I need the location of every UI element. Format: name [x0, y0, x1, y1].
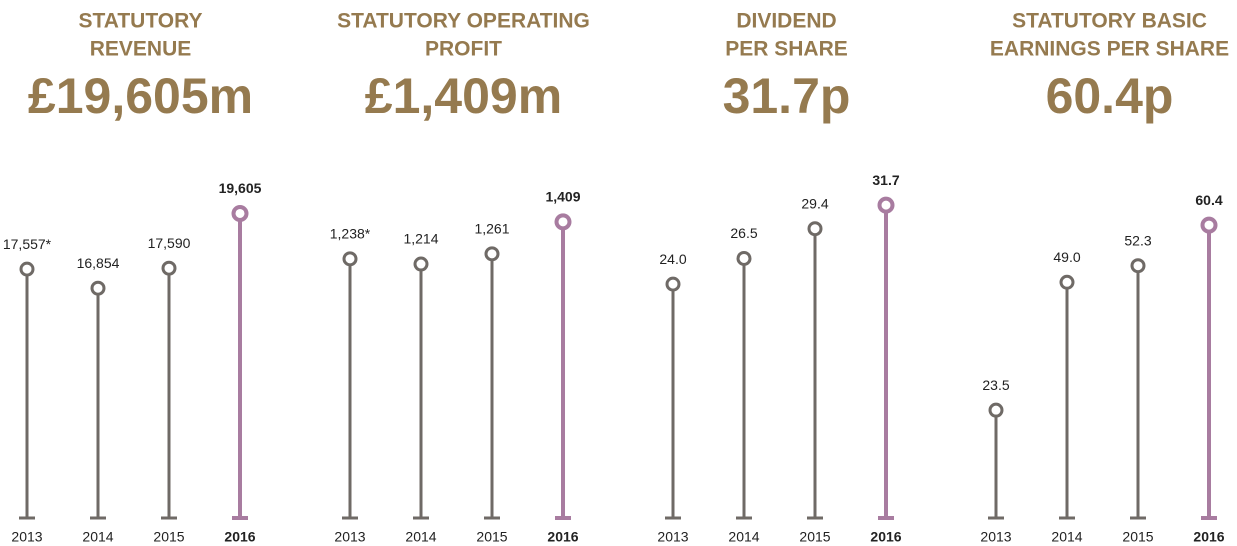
lollipop-head — [1200, 216, 1218, 234]
chart-title: REVENUE — [90, 38, 192, 61]
value-label: 1,238* — [330, 226, 371, 242]
lollipop-head — [877, 196, 895, 214]
value-label: 26.5 — [730, 225, 757, 241]
value-label: 19,605 — [219, 180, 262, 196]
x-tick-label: 2016 — [547, 529, 578, 545]
chart-title: STATUTORY OPERATING — [337, 10, 590, 33]
value-label: 24.0 — [659, 251, 686, 267]
value-label: 29.4 — [801, 195, 828, 211]
value-label: 17,590 — [148, 235, 191, 251]
chart-title: EARNINGS PER SHARE — [990, 38, 1229, 61]
x-tick-label: 2013 — [11, 529, 42, 545]
value-label: 31.7 — [872, 172, 899, 188]
lollipop-head — [161, 260, 177, 276]
chart-title: DIVIDEND — [736, 10, 836, 33]
x-tick-label: 2015 — [476, 529, 507, 545]
headline-value: £1,409m — [365, 68, 562, 124]
value-label: 1,261 — [474, 221, 509, 237]
lollipop-head — [1130, 258, 1146, 274]
lollipop-head — [231, 204, 249, 222]
x-tick-label: 2013 — [334, 529, 365, 545]
lollipop-head — [807, 221, 823, 237]
value-label: 16,854 — [77, 255, 120, 271]
chart-title: STATUTORY — [78, 10, 202, 33]
x-tick-label: 2015 — [153, 529, 184, 545]
lollipop-head — [19, 261, 35, 277]
value-label: 1,214 — [403, 231, 438, 247]
value-label: 60.4 — [1195, 192, 1222, 208]
chart-title: PER SHARE — [725, 38, 848, 61]
x-tick-label: 2016 — [1193, 529, 1224, 545]
lollipop-head — [413, 256, 429, 272]
value-label: 23.5 — [982, 377, 1009, 393]
x-tick-label: 2015 — [1122, 529, 1153, 545]
x-tick-label: 2015 — [799, 529, 830, 545]
x-tick-label: 2013 — [980, 529, 1011, 545]
x-tick-label: 2014 — [82, 529, 113, 545]
chart-title: STATUTORY BASIC — [1012, 10, 1207, 33]
lollipop-head — [554, 213, 572, 231]
lollipop-head — [90, 280, 106, 296]
x-tick-label: 2016 — [224, 529, 255, 545]
chart-title: PROFIT — [425, 38, 502, 61]
headline-value: 60.4p — [1046, 68, 1174, 124]
x-tick-label: 2013 — [657, 529, 688, 545]
x-tick-label: 2014 — [728, 529, 759, 545]
headline-value: 31.7p — [723, 68, 851, 124]
value-label: 1,409 — [545, 189, 580, 205]
lollipop-head — [342, 251, 358, 267]
value-label: 49.0 — [1053, 249, 1080, 265]
lollipop-head — [988, 402, 1004, 418]
lollipop-head — [665, 276, 681, 292]
x-tick-label: 2014 — [405, 529, 436, 545]
value-label: 52.3 — [1124, 232, 1151, 248]
value-label: 17,557* — [3, 236, 52, 252]
x-tick-label: 2014 — [1051, 529, 1082, 545]
lollipop-head — [1059, 274, 1075, 290]
lollipop-head — [484, 246, 500, 262]
lollipop-head — [736, 250, 752, 266]
x-tick-label: 2016 — [870, 529, 901, 545]
headline-value: £19,605m — [28, 68, 253, 124]
